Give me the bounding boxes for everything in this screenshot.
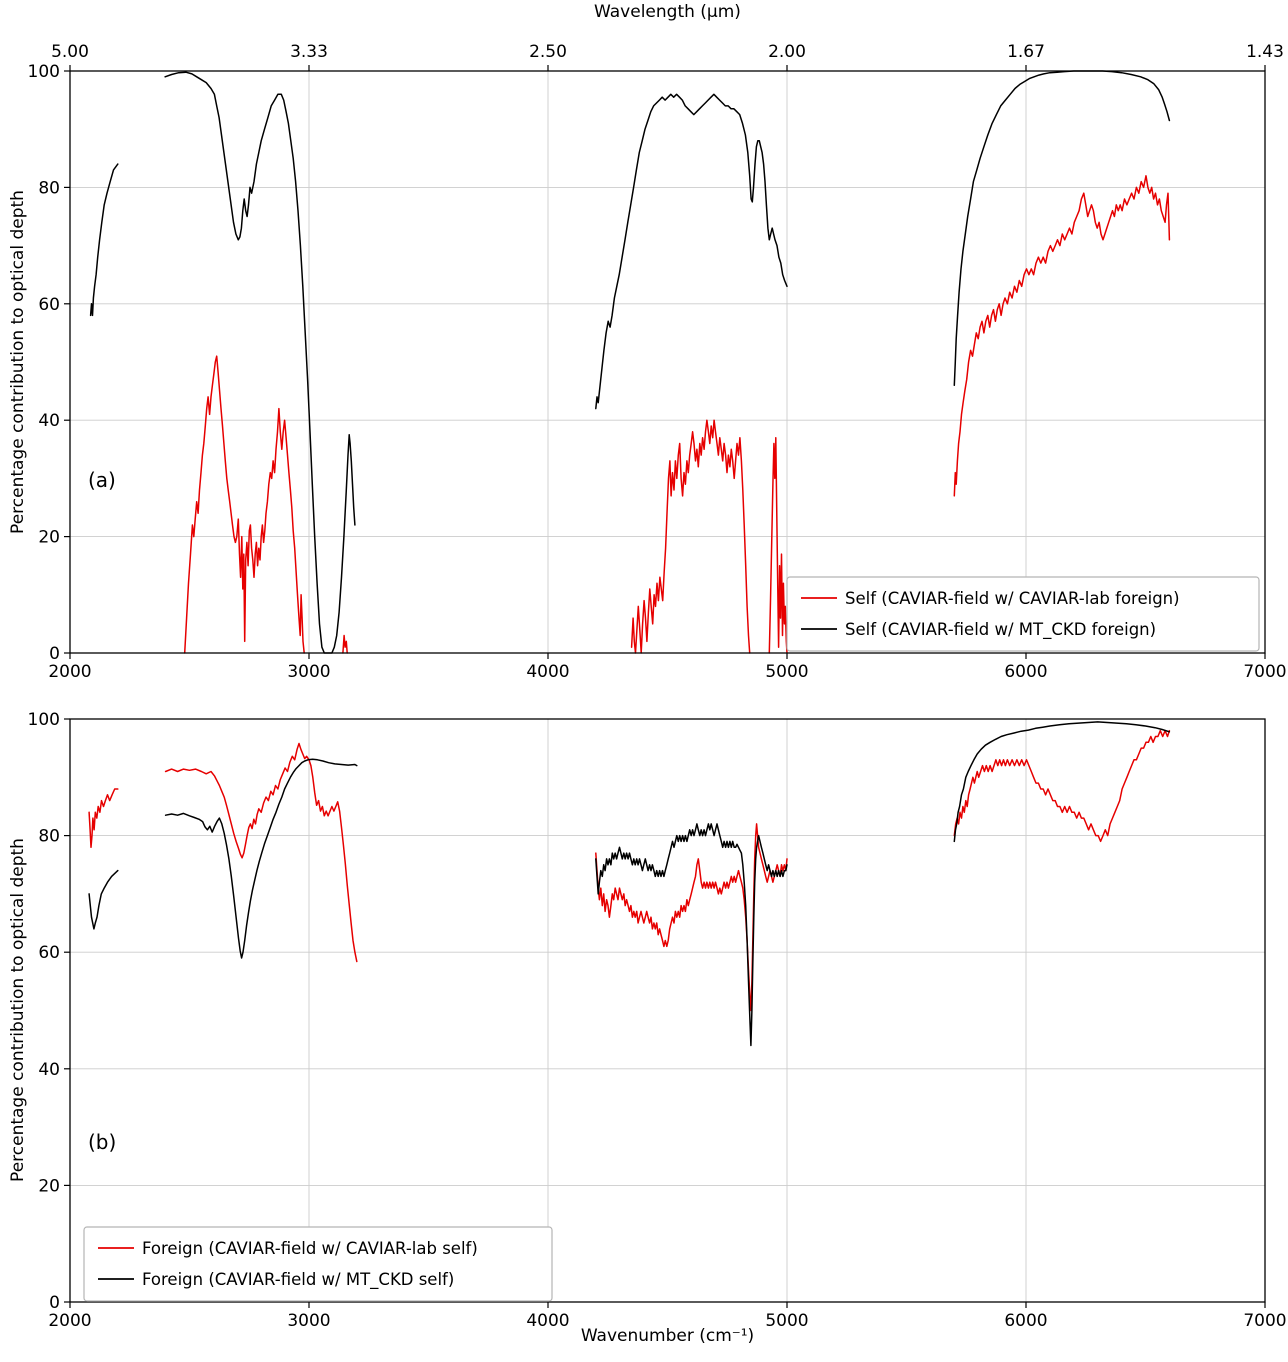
y-tick-label: 80 <box>38 827 60 847</box>
legend-label: Foreign (CAVIAR-field w/ CAVIAR-lab self… <box>142 1239 478 1258</box>
y-tick-label: 100 <box>28 62 60 82</box>
y-tick-label: 0 <box>49 1293 60 1313</box>
legend-box <box>786 576 1260 652</box>
x-tick-label: 3000 <box>287 1311 330 1331</box>
x-tick-label: 3000 <box>287 662 330 682</box>
x-tick-label: 6000 <box>1004 662 1047 682</box>
series-line-red <box>164 742 358 963</box>
series-line-red <box>342 634 348 654</box>
y-axis-title-panel-b: Percentage contribution to optical depth <box>8 838 28 1182</box>
x-tick-label: 7000 <box>1243 1311 1286 1331</box>
top-tick-label: 3.33 <box>290 42 328 62</box>
legend-box <box>83 1226 553 1302</box>
series-line-black <box>953 70 1171 387</box>
y-tick-label: 20 <box>38 528 60 548</box>
y-tick-label: 0 <box>49 644 60 664</box>
series-line-red <box>953 175 1171 497</box>
y-tick-label: 60 <box>38 295 60 315</box>
series-line-red <box>630 419 751 654</box>
x-tick-label: 4000 <box>526 662 569 682</box>
series-line-black <box>164 71 356 654</box>
y-axis-title-panel-a: Percentage contribution to optical depth <box>8 190 28 534</box>
series-line-red <box>768 436 788 654</box>
series-line-red <box>595 823 788 1012</box>
series-line-black <box>595 93 788 410</box>
top-tick-label: 2.00 <box>768 42 806 62</box>
top-tick-label: 1.43 <box>1246 42 1284 62</box>
series-line-black <box>953 721 1171 843</box>
y-tick-label: 40 <box>38 1060 60 1080</box>
y-tick-label: 60 <box>38 943 60 963</box>
legend-label: Foreign (CAVIAR-field w/ MT_CKD self) <box>142 1270 454 1290</box>
top-tick-label: 2.50 <box>529 42 567 62</box>
y-tick-label: 100 <box>28 710 60 730</box>
legend-label: Self (CAVIAR-field w/ MT_CKD foreign) <box>845 620 1156 640</box>
panel-label: (b) <box>88 1130 116 1154</box>
x-tick-label: 2000 <box>48 1311 91 1331</box>
x-tick-label: 5000 <box>765 662 808 682</box>
x-tick-label: 2000 <box>48 662 91 682</box>
axes-border <box>69 718 1266 1303</box>
x-tick-label: 5000 <box>765 1311 808 1331</box>
series-line-black <box>595 823 788 1047</box>
top-tick-label: 5.00 <box>51 42 89 62</box>
y-tick-label: 80 <box>38 178 60 198</box>
y-tick-label: 20 <box>38 1176 60 1196</box>
top-tick-label: 1.67 <box>1007 42 1045 62</box>
x-tick-label: 6000 <box>1004 1311 1047 1331</box>
x-tick-label: 7000 <box>1243 662 1286 682</box>
series-line-red <box>953 729 1171 843</box>
series-line-black <box>164 758 358 959</box>
panel-label: (a) <box>88 468 116 492</box>
series-line-black <box>89 163 119 317</box>
series-line-red <box>88 788 119 849</box>
series-line-black <box>88 869 119 930</box>
x-tick-label: 4000 <box>526 1311 569 1331</box>
axes-border <box>69 70 1266 654</box>
x-axis-title: Wavenumber (cm⁻¹) <box>580 1326 755 1346</box>
y-tick-label: 40 <box>38 411 60 431</box>
legend-label: Self (CAVIAR-field w/ CAVIAR-lab foreign… <box>845 589 1180 608</box>
top-axis-title: Wavelength (μm) <box>594 2 741 22</box>
series-line-red <box>183 355 305 654</box>
